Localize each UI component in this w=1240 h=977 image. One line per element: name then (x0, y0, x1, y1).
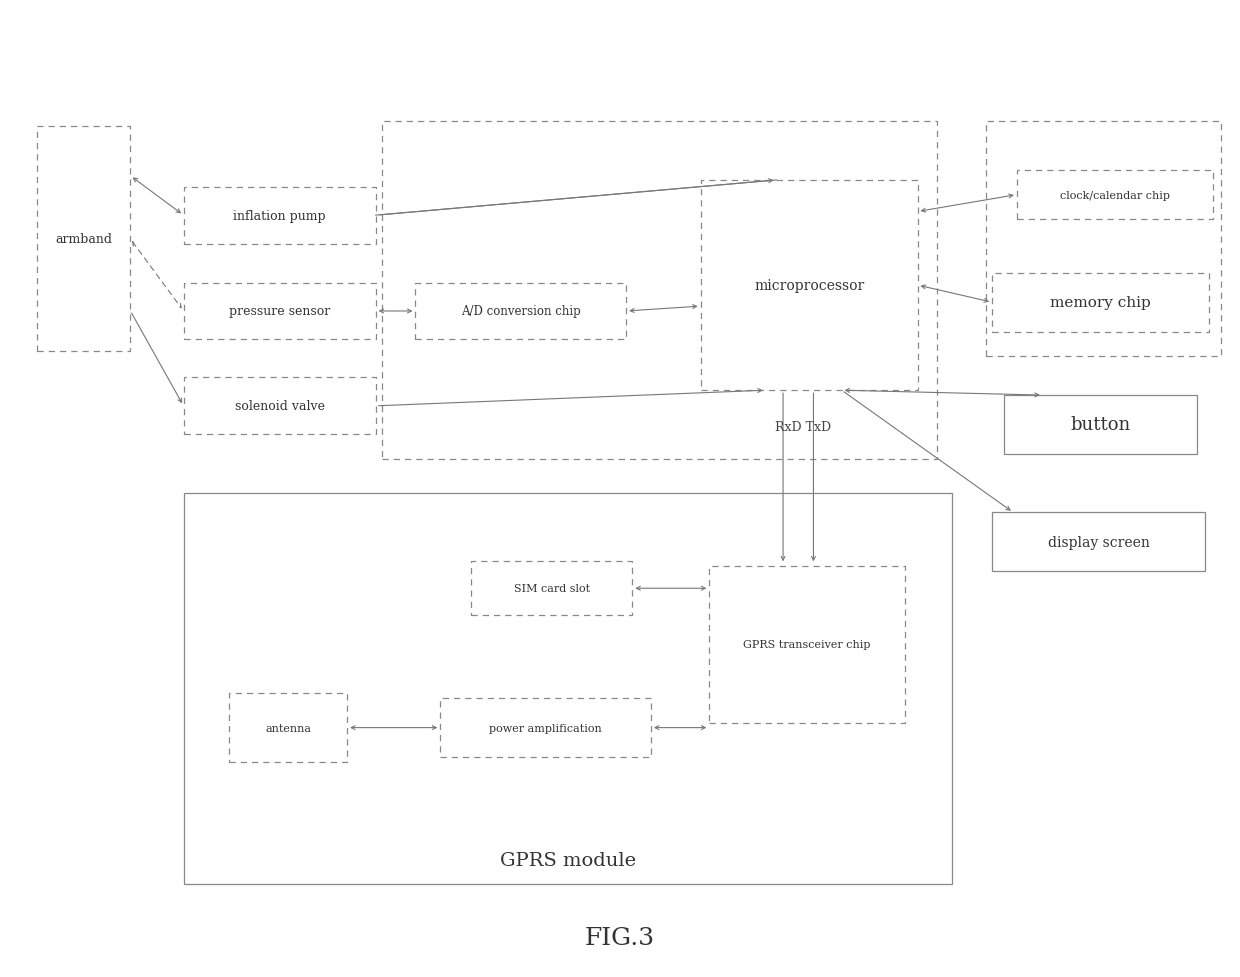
Text: pressure sensor: pressure sensor (229, 305, 330, 319)
FancyBboxPatch shape (184, 378, 376, 435)
Text: inflation pump: inflation pump (233, 209, 326, 223)
Text: microprocessor: microprocessor (754, 278, 864, 293)
FancyBboxPatch shape (415, 283, 626, 340)
FancyBboxPatch shape (184, 188, 376, 244)
Text: GPRS module: GPRS module (500, 852, 636, 870)
Text: armband: armband (56, 233, 112, 246)
FancyBboxPatch shape (37, 127, 130, 352)
FancyBboxPatch shape (440, 699, 651, 757)
Text: memory chip: memory chip (1050, 296, 1151, 310)
Text: solenoid valve: solenoid valve (234, 400, 325, 413)
Text: display screen: display screen (1048, 535, 1149, 549)
Text: FIG.3: FIG.3 (585, 926, 655, 950)
Text: power amplification: power amplification (490, 723, 601, 733)
FancyBboxPatch shape (992, 274, 1209, 332)
FancyBboxPatch shape (471, 562, 632, 616)
FancyBboxPatch shape (992, 513, 1205, 572)
Text: antenna: antenna (265, 723, 311, 733)
FancyBboxPatch shape (229, 694, 347, 762)
Text: GPRS transceiver chip: GPRS transceiver chip (744, 640, 870, 650)
FancyBboxPatch shape (1017, 171, 1213, 220)
Text: RxD TxD: RxD TxD (775, 420, 831, 434)
Text: A/D conversion chip: A/D conversion chip (461, 305, 580, 319)
Text: button: button (1070, 416, 1131, 434)
FancyBboxPatch shape (184, 283, 376, 340)
FancyBboxPatch shape (709, 567, 905, 723)
FancyBboxPatch shape (701, 181, 918, 391)
Text: SIM card slot: SIM card slot (513, 583, 590, 594)
FancyBboxPatch shape (184, 493, 952, 884)
Text: clock/calendar chip: clock/calendar chip (1060, 191, 1169, 200)
FancyBboxPatch shape (1004, 396, 1197, 454)
